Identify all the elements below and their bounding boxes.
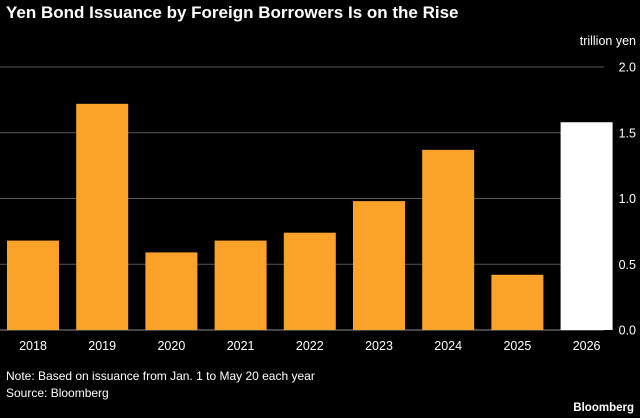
bar-2021 [214, 240, 267, 330]
y-tick-label: 1.5 [619, 126, 636, 140]
bar-2026 [560, 122, 613, 330]
x-tick-label-2019: 2019 [88, 339, 116, 353]
x-tick-label-2023: 2023 [365, 339, 393, 353]
bar-2022 [283, 232, 336, 330]
y-tick-label: 1.0 [619, 192, 636, 206]
bar-2020 [145, 252, 198, 330]
bar-2019 [76, 103, 129, 330]
x-tick-label-2021: 2021 [227, 339, 255, 353]
bar-2025 [491, 274, 544, 330]
x-axis-ticks: 2018 2019 2020 2021 2022 2023 2024 2025 2026 [19, 339, 600, 353]
bar-2024 [422, 149, 475, 330]
y-axis-unit-label: trillion yen [580, 34, 636, 48]
bar-chart: 2018 2019 2020 2021 2022 2023 2024 2025 2026 0.0… [0, 34, 636, 353]
chart-title: Yen Bond Issuance by Foreign Borrowers I… [6, 3, 459, 22]
y-axis-ticks: 0.0 0.5 1.0 1.5 2.0 [619, 61, 636, 338]
bar-2018 [7, 240, 59, 330]
y-tick-label: 0.0 [619, 324, 636, 338]
x-tick-label-2018: 2018 [19, 339, 47, 353]
y-tick-label: 0.5 [619, 258, 636, 272]
x-tick-label-2025: 2025 [503, 339, 531, 353]
chart-source: Source: Bloomberg [6, 386, 109, 400]
bars [7, 103, 613, 330]
bar-2023 [353, 201, 405, 330]
y-tick-label: 2.0 [619, 61, 636, 75]
x-tick-label-2026: 2026 [573, 339, 601, 353]
x-tick-label-2024: 2024 [434, 339, 462, 353]
brand-logo-text: Bloomberg [573, 402, 634, 414]
x-tick-label-2022: 2022 [296, 339, 324, 353]
x-tick-label-2020: 2020 [157, 339, 185, 353]
chart-note: Note: Based on issuance from Jan. 1 to M… [6, 369, 315, 383]
